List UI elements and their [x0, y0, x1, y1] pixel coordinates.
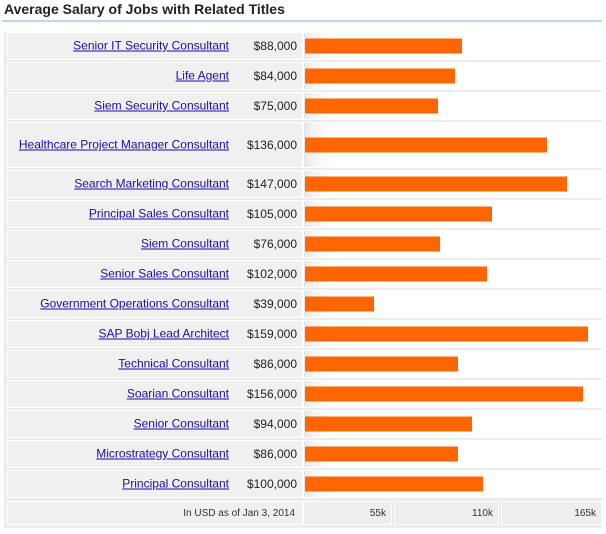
job-title-link[interactable]: Healthcare Project Manager Consultant [18, 137, 229, 152]
chart-row: Senior IT Security Consultant $88,000 [4, 32, 602, 60]
chart-row: Healthcare Project Manager Consultant $13… [4, 122, 602, 168]
row-label-cell: Life Agent $84,000 [7, 62, 303, 90]
job-title-link[interactable]: Principal Consultant [122, 476, 229, 491]
job-title-link[interactable]: Siem Consultant [140, 236, 229, 251]
job-title-link[interactable]: Government Operations Consultant [40, 296, 229, 311]
job-title-link[interactable]: Life Agent [175, 68, 229, 83]
salary-bar [305, 296, 374, 312]
row-label-cell: Siem Security Consultant $75,000 [7, 92, 303, 120]
chart-title: Average Salary of Jobs with Related Titl… [4, 1, 285, 17]
salary-value: $76,000 [253, 237, 297, 251]
title-divider [2, 20, 602, 22]
salary-value: $159,000 [246, 327, 297, 341]
chart-row: Senior Sales Consultant $102,000 [4, 260, 602, 288]
bar-cell [303, 320, 602, 348]
x-axis-tick-label: 165k [501, 501, 602, 525]
salary-value: $75,000 [253, 99, 297, 113]
chart-row: Siem Security Consultant $75,000 [4, 92, 602, 120]
job-title-link[interactable]: Soarian Consultant [126, 386, 229, 401]
bar-cell [303, 200, 602, 228]
salary-bar [305, 266, 487, 282]
chart-row: Principal Consultant $100,000 [4, 470, 602, 498]
chart-row: Government Operations Consultant $39,000 [4, 290, 602, 318]
salary-bar [305, 176, 567, 192]
row-label-cell: Principal Consultant $100,000 [7, 470, 303, 498]
salary-bar [305, 98, 438, 114]
salary-bar [305, 416, 472, 432]
bar-cell [303, 122, 602, 168]
salary-bar [305, 386, 583, 402]
row-label-cell: Siem Consultant $76,000 [7, 230, 303, 258]
chart-row: Senior Consultant $94,000 [4, 410, 602, 438]
bar-cell [303, 32, 602, 60]
row-label-cell: Soarian Consultant $156,000 [7, 380, 303, 408]
salary-value: $86,000 [253, 447, 297, 461]
job-title-link[interactable]: Technical Consultant [118, 356, 229, 371]
salary-value: $136,000 [246, 138, 297, 152]
currency-note-text: In USD as of Jan 3, 2014 [183, 508, 295, 519]
salary-bar [305, 356, 458, 372]
salary-value: $102,000 [246, 267, 297, 281]
chart-row: Soarian Consultant $156,000 [4, 380, 602, 408]
x-axis-tick-label: 110k [394, 501, 499, 525]
salary-value: $156,000 [246, 387, 297, 401]
salary-bar [305, 137, 547, 153]
bar-cell [303, 230, 602, 258]
row-label-cell: Senior Sales Consultant $102,000 [7, 260, 303, 288]
job-title-link[interactable]: Microstrategy Consultant [96, 446, 229, 461]
salary-value: $147,000 [246, 177, 297, 191]
salary-value: $105,000 [246, 207, 297, 221]
row-label-cell: Healthcare Project Manager Consultant $13… [7, 122, 303, 168]
bar-cell [303, 410, 602, 438]
salary-bar [305, 236, 440, 252]
row-label-cell: Principal Sales Consultant $105,000 [7, 200, 303, 228]
chart-row: SAP Bobj Lead Architect $159,000 [4, 320, 602, 348]
bar-cell [303, 470, 602, 498]
chart-row: Technical Consultant $86,000 [4, 350, 602, 378]
chart-row: Search Marketing Consultant $147,000 [4, 170, 602, 198]
row-label-cell: Technical Consultant $86,000 [7, 350, 303, 378]
bar-cell [303, 92, 602, 120]
salary-bar [305, 476, 483, 492]
salary-bar [305, 446, 458, 462]
salary-chart: Senior IT Security Consultant $88,000 Life… [4, 32, 602, 528]
salary-value: $100,000 [246, 477, 297, 491]
salary-bar [305, 326, 588, 342]
salary-bar [305, 206, 492, 222]
chart-row: Microstrategy Consultant $86,000 [4, 440, 602, 468]
salary-value: $94,000 [253, 417, 297, 431]
salary-value: $39,000 [253, 297, 297, 311]
bar-cell [303, 62, 602, 90]
bar-cell [303, 350, 602, 378]
chart-row: Siem Consultant $76,000 [4, 230, 602, 258]
row-label-cell: Search Marketing Consultant $147,000 [7, 170, 303, 198]
row-label-cell: Government Operations Consultant $39,000 [7, 290, 303, 318]
salary-bar [305, 38, 462, 54]
x-axis-tick-label: 55k [303, 501, 392, 525]
row-label-cell: Senior IT Security Consultant $88,000 [7, 32, 303, 60]
chart-row: Principal Sales Consultant $105,000 [4, 200, 602, 228]
bar-cell [303, 260, 602, 288]
bar-cell [303, 440, 602, 468]
currency-note: In USD as of Jan 3, 2014 [7, 501, 303, 525]
job-title-link[interactable]: Senior Consultant [133, 416, 229, 431]
salary-value: $86,000 [253, 357, 297, 371]
bar-cell [303, 170, 602, 198]
job-title-link[interactable]: Search Marketing Consultant [74, 176, 229, 191]
job-title-link[interactable]: Senior IT Security Consultant [73, 38, 229, 53]
job-title-link[interactable]: SAP Bobj Lead Architect [98, 326, 229, 341]
chart-row: Life Agent $84,000 [4, 62, 602, 90]
salary-value: $88,000 [253, 39, 297, 53]
bar-cell [303, 290, 602, 318]
salary-bar [305, 68, 455, 84]
row-label-cell: Microstrategy Consultant $86,000 [7, 440, 303, 468]
salary-value: $84,000 [253, 69, 297, 83]
row-label-cell: Senior Consultant $94,000 [7, 410, 303, 438]
row-label-cell: SAP Bobj Lead Architect $159,000 [7, 320, 303, 348]
job-title-link[interactable]: Principal Sales Consultant [88, 206, 229, 221]
bar-cell [303, 380, 602, 408]
job-title-link[interactable]: Senior Sales Consultant [100, 266, 229, 281]
chart-footer: In USD as of Jan 3, 2014 55k 110k 165k [4, 501, 602, 525]
job-title-link[interactable]: Siem Security Consultant [94, 98, 229, 113]
